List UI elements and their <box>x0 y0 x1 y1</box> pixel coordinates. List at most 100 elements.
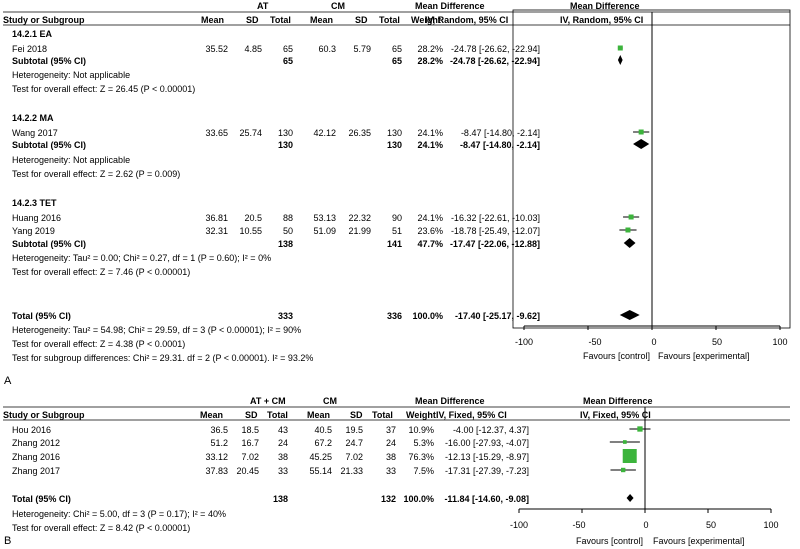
ci: -18.78 [-25.49, -12.07] <box>450 226 540 236</box>
n1: 33 <box>277 466 288 476</box>
mean2: 55.14 <box>309 466 332 476</box>
group2-header: CM <box>331 1 345 11</box>
sd2: 19.5 <box>345 425 363 435</box>
subtotal-weight: 47.7% <box>417 239 443 249</box>
n1: 130 <box>277 128 293 138</box>
subtotal-n1: 138 <box>277 239 293 249</box>
weight: 28.2% <box>417 44 443 54</box>
mean1: 36.5 <box>210 425 228 435</box>
pooled-diamond <box>617 55 623 65</box>
total-n1: 333 <box>277 311 293 321</box>
n1: 38 <box>277 452 288 462</box>
heterogeneity-text: Heterogeneity: Not applicable <box>12 155 131 165</box>
md-method: IV, Random, 95% CI <box>425 15 509 25</box>
tick-label: 100 <box>763 520 779 530</box>
n2: 24 <box>385 438 396 448</box>
tick-label: -100 <box>514 337 533 347</box>
weight-header: Weight <box>411 15 441 25</box>
sd1: 10.55 <box>239 226 262 236</box>
study-marker <box>628 214 634 220</box>
col-study-header: Study or Subgroup <box>3 410 85 420</box>
total-n2: 132 <box>380 494 396 504</box>
group1-header: AT <box>257 1 269 11</box>
mean2-header: Mean <box>310 15 334 25</box>
pooled-diamond <box>623 238 636 248</box>
tick-label: 0 <box>643 520 649 530</box>
mean2: 60.3 <box>318 44 336 54</box>
col-study-header: Study or Subgroup <box>3 15 85 25</box>
total-overall-effect: Test for overall effect: Z = 4.38 (P < 0… <box>12 339 186 349</box>
total-weight: 100.0% <box>403 494 434 504</box>
study-marker <box>622 449 637 463</box>
mean2: 45.25 <box>309 452 332 462</box>
n2: 65 <box>391 44 402 54</box>
total-ci: -17.40 [-25.17, -9.62] <box>454 311 540 321</box>
mean2: 51.09 <box>313 226 336 236</box>
total-ci: -11.84 [-14.60, -9.08] <box>444 494 529 504</box>
sd2: 7.02 <box>345 452 363 462</box>
total1-header: Total <box>267 410 288 420</box>
md-plot-method: IV, Fixed, 95% CI <box>580 410 651 420</box>
sd2: 26.35 <box>348 128 371 138</box>
sd1: 25.74 <box>239 128 262 138</box>
tick-label: -50 <box>572 520 586 530</box>
tick-label: -50 <box>588 337 602 347</box>
subtotal-label: Subtotal (95% CI) <box>12 56 87 66</box>
panel-letter: A <box>4 375 12 387</box>
total-weight: 100.0% <box>412 311 443 321</box>
total2-header: Total <box>379 15 400 25</box>
sd2: 5.79 <box>353 44 371 54</box>
n1: 43 <box>277 425 288 435</box>
mean1: 33.12 <box>205 452 228 462</box>
subtotal-ci: -8.47 [-14.80, -2.14] <box>459 140 540 150</box>
favours-control: Favours [control] <box>575 536 643 546</box>
weight: 24.1% <box>417 213 443 223</box>
tick-label: -100 <box>509 520 528 530</box>
study-name: Hou 2016 <box>12 425 52 435</box>
sd1: 20.45 <box>236 466 259 476</box>
study-marker <box>617 45 623 51</box>
weight-header: Weight <box>406 410 436 420</box>
weight: 5.3% <box>413 438 434 448</box>
md-plot-title: Mean Difference <box>583 396 653 406</box>
md-title: Mean Difference <box>415 1 485 11</box>
sd2: 22.32 <box>348 213 371 223</box>
overall-effect-text: Test for overall effect: Z = 7.46 (P < 0… <box>12 267 191 277</box>
ci: -16.00 [-27.93, -4.07] <box>444 438 529 448</box>
n1: 50 <box>282 226 293 236</box>
study-marker <box>637 426 643 432</box>
tick-label: 50 <box>711 337 722 347</box>
weight: 24.1% <box>417 128 443 138</box>
favours-experimental: Favours [experimental] <box>653 536 745 546</box>
total2-header: Total <box>372 410 393 420</box>
favours-experimental: Favours [experimental] <box>658 351 750 361</box>
study-marker <box>625 227 631 233</box>
sd2: 24.7 <box>345 438 363 448</box>
subtotal-n1: 130 <box>277 140 293 150</box>
mean1-header: Mean <box>200 410 224 420</box>
weight: 23.6% <box>417 226 443 236</box>
subtotal-ci: -24.78 [-26.62, -22.94] <box>449 56 540 66</box>
total-overall-effect: Test for overall effect: Z = 8.42 (P < 0… <box>12 523 191 533</box>
tick-label: 50 <box>705 520 716 530</box>
n2: 33 <box>385 466 396 476</box>
total-heterogeneity: Heterogeneity: Chi² = 5.00, df = 3 (P = … <box>12 509 226 519</box>
sd1: 16.7 <box>241 438 259 448</box>
n2: 51 <box>391 226 402 236</box>
subtotal-n2: 130 <box>386 140 402 150</box>
sd1: 20.5 <box>244 213 262 223</box>
n1: 88 <box>282 213 293 223</box>
n2: 37 <box>385 425 396 435</box>
n2: 90 <box>391 213 402 223</box>
sd1-header: SD <box>246 15 259 25</box>
md-plot-method: IV, Random, 95% CI <box>560 15 644 25</box>
heterogeneity-text: Heterogeneity: Not applicable <box>12 70 131 80</box>
sd1: 18.5 <box>241 425 259 435</box>
n2: 130 <box>386 128 402 138</box>
tick-label: 100 <box>772 337 788 347</box>
ci: -4.00 [-12.37, 4.37] <box>452 425 529 435</box>
study-marker <box>638 129 644 135</box>
sd1-header: SD <box>245 410 258 420</box>
group2-header: CM <box>323 396 337 406</box>
